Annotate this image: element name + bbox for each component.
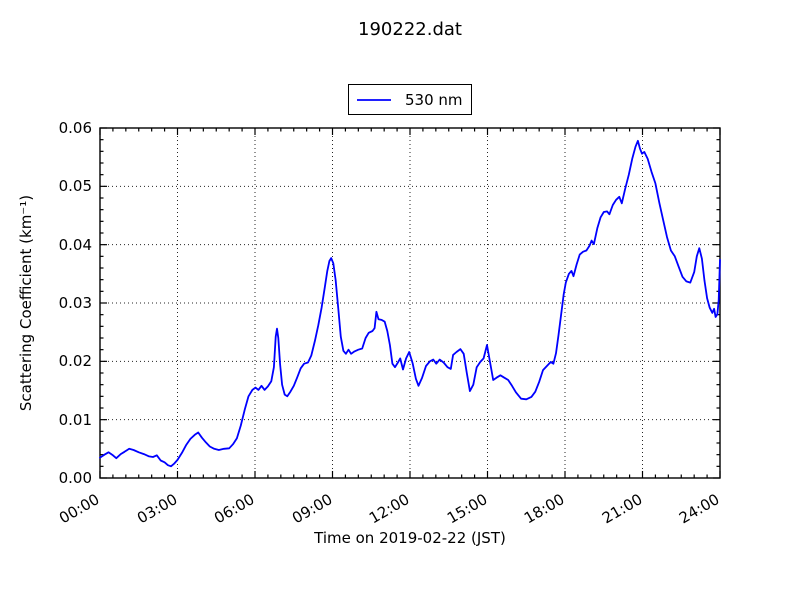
y-tick-label: 0.03 [58, 294, 92, 312]
y-tick-label: 0.00 [58, 469, 92, 487]
y-tick-label: 0.02 [58, 352, 92, 371]
chart-title: 190222.dat [358, 19, 462, 40]
y-tick-label: 0.04 [58, 235, 92, 254]
legend: 530 nm [348, 84, 472, 115]
y-tick-label: 0.05 [58, 177, 92, 196]
data-line [99, 139, 721, 468]
legend-line-sample-icon [357, 98, 391, 101]
axes-frame [99, 127, 721, 479]
gridlines [100, 128, 720, 478]
x-axis-label: Time on 2019-02-22 (JST) [314, 529, 506, 547]
y-tick-label: 0.01 [58, 410, 92, 429]
legend-label: 530 nm [405, 90, 463, 109]
y-tick-label: 0.06 [58, 119, 92, 137]
